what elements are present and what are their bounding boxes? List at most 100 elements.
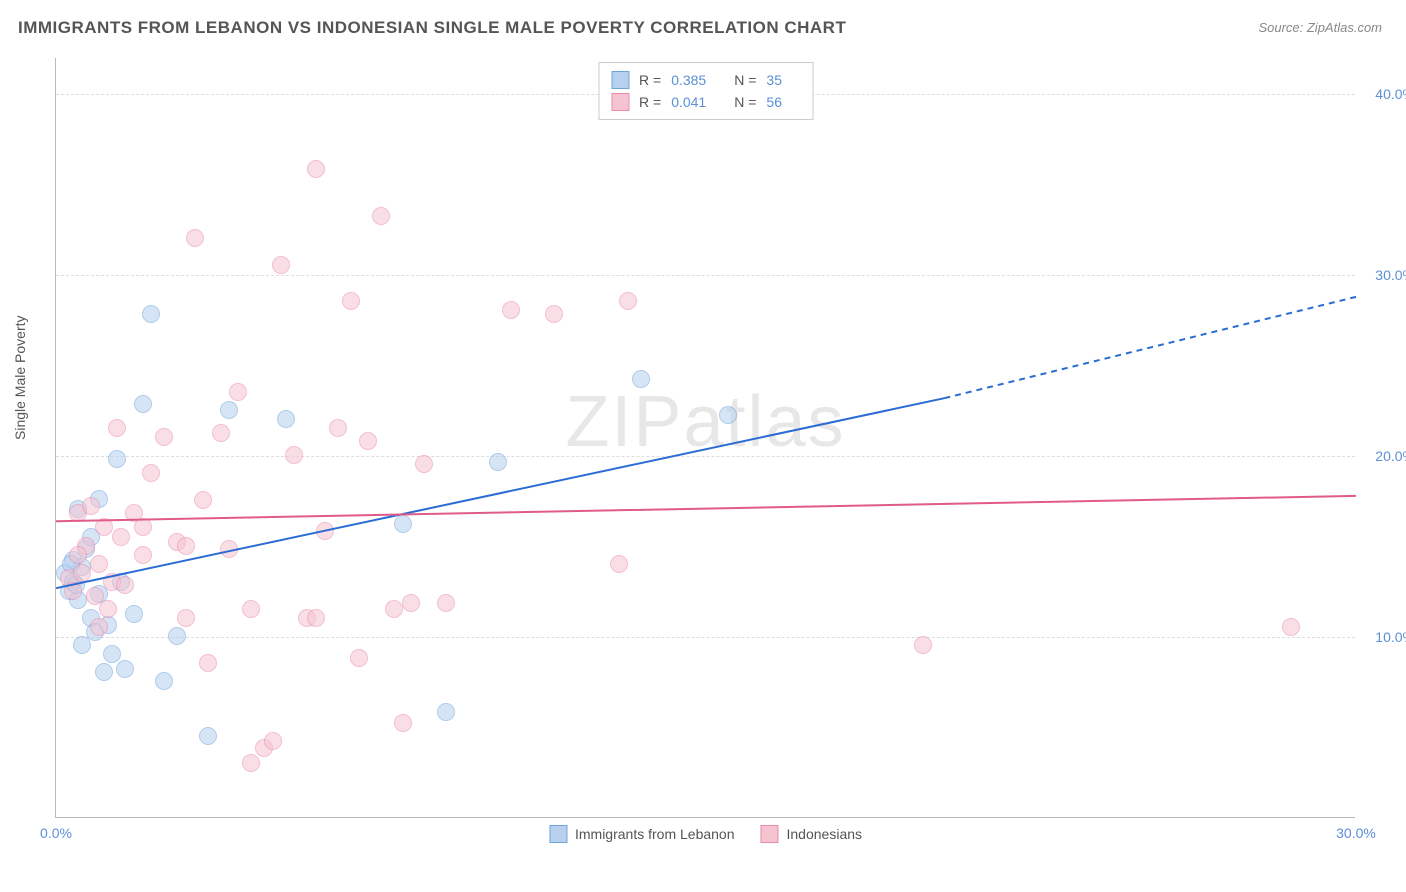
legend-item: Indonesians <box>761 825 863 843</box>
data-point <box>437 703 455 721</box>
y-axis-label: Single Male Poverty <box>12 315 28 440</box>
data-point <box>272 256 290 274</box>
data-point <box>82 497 100 515</box>
data-point <box>342 292 360 310</box>
r-label: R = <box>639 72 661 88</box>
data-point <box>177 609 195 627</box>
trend-lines-layer <box>56 58 1355 817</box>
x-tick-label: 0.0% <box>40 825 72 841</box>
legend-item: Immigrants from Lebanon <box>549 825 735 843</box>
gridline <box>56 456 1355 457</box>
r-value: 0.385 <box>671 72 706 88</box>
watermark-text: ZIPatlas <box>565 381 845 463</box>
data-point <box>103 645 121 663</box>
data-point <box>402 594 420 612</box>
data-point <box>359 432 377 450</box>
data-point <box>69 546 87 564</box>
data-point <box>112 528 130 546</box>
data-point <box>155 672 173 690</box>
data-point <box>134 395 152 413</box>
legend-label: Immigrants from Lebanon <box>575 826 735 842</box>
data-point <box>125 605 143 623</box>
data-point <box>199 654 217 672</box>
data-point <box>194 491 212 509</box>
data-point <box>350 649 368 667</box>
data-point <box>1282 618 1300 636</box>
data-point <box>307 609 325 627</box>
source-attribution: Source: ZipAtlas.com <box>1258 20 1382 35</box>
data-point <box>134 518 152 536</box>
legend-swatch <box>611 71 629 89</box>
data-point <box>610 555 628 573</box>
y-tick-label: 40.0% <box>1375 86 1406 102</box>
x-tick-label: 30.0% <box>1336 825 1376 841</box>
data-point <box>168 627 186 645</box>
trend-line <box>56 398 944 588</box>
data-point <box>437 594 455 612</box>
data-point <box>415 455 433 473</box>
data-point <box>134 546 152 564</box>
legend-label: Indonesians <box>787 826 863 842</box>
data-point <box>285 446 303 464</box>
data-point <box>220 401 238 419</box>
data-point <box>155 428 173 446</box>
legend-swatch <box>761 825 779 843</box>
data-point <box>229 383 247 401</box>
data-point <box>73 636 91 654</box>
data-point <box>502 301 520 319</box>
trend-line <box>944 297 1356 398</box>
legend-swatch <box>549 825 567 843</box>
data-point <box>719 406 737 424</box>
data-point <box>142 464 160 482</box>
data-point <box>177 537 195 555</box>
data-point <box>64 582 82 600</box>
n-value: 56 <box>766 94 782 110</box>
n-label: N = <box>734 72 756 88</box>
n-value: 35 <box>766 72 782 88</box>
data-point <box>372 207 390 225</box>
data-point <box>90 555 108 573</box>
data-point <box>242 600 260 618</box>
data-point <box>914 636 932 654</box>
r-value: 0.041 <box>671 94 706 110</box>
data-point <box>186 229 204 247</box>
data-point <box>116 660 134 678</box>
data-point <box>242 754 260 772</box>
data-point <box>545 305 563 323</box>
data-point <box>385 600 403 618</box>
data-point <box>394 714 412 732</box>
data-point <box>277 410 295 428</box>
data-point <box>108 450 126 468</box>
plot-area: ZIPatlas R =0.385N =35R =0.041N =56 Immi… <box>55 58 1355 818</box>
y-tick-label: 30.0% <box>1375 267 1406 283</box>
data-point <box>316 522 334 540</box>
data-point <box>329 419 347 437</box>
data-point <box>142 305 160 323</box>
chart-title: IMMIGRANTS FROM LEBANON VS INDONESIAN SI… <box>18 18 846 38</box>
data-point <box>619 292 637 310</box>
data-point <box>632 370 650 388</box>
n-label: N = <box>734 94 756 110</box>
data-point <box>90 618 108 636</box>
series-legend: Immigrants from Lebanon Indonesians <box>549 825 862 843</box>
legend-row: R = 0.041 N = 56 <box>611 91 800 113</box>
legend-row: R = 0.385 N = 35 <box>611 69 800 91</box>
data-point <box>108 419 126 437</box>
data-point <box>199 727 217 745</box>
data-point <box>73 564 91 582</box>
data-point <box>264 732 282 750</box>
data-point <box>212 424 230 442</box>
data-point <box>394 515 412 533</box>
gridline <box>56 637 1355 638</box>
r-label: R = <box>639 94 661 110</box>
legend-swatch <box>611 93 629 111</box>
data-point <box>95 663 113 681</box>
y-tick-label: 20.0% <box>1375 448 1406 464</box>
data-point <box>116 576 134 594</box>
data-point <box>307 160 325 178</box>
data-point <box>489 453 507 471</box>
correlation-legend: R = 0.385 N = 35 R = 0.041 N = 56 <box>598 62 813 120</box>
y-tick-label: 10.0% <box>1375 629 1406 645</box>
trend-line <box>56 496 1356 521</box>
gridline <box>56 275 1355 276</box>
